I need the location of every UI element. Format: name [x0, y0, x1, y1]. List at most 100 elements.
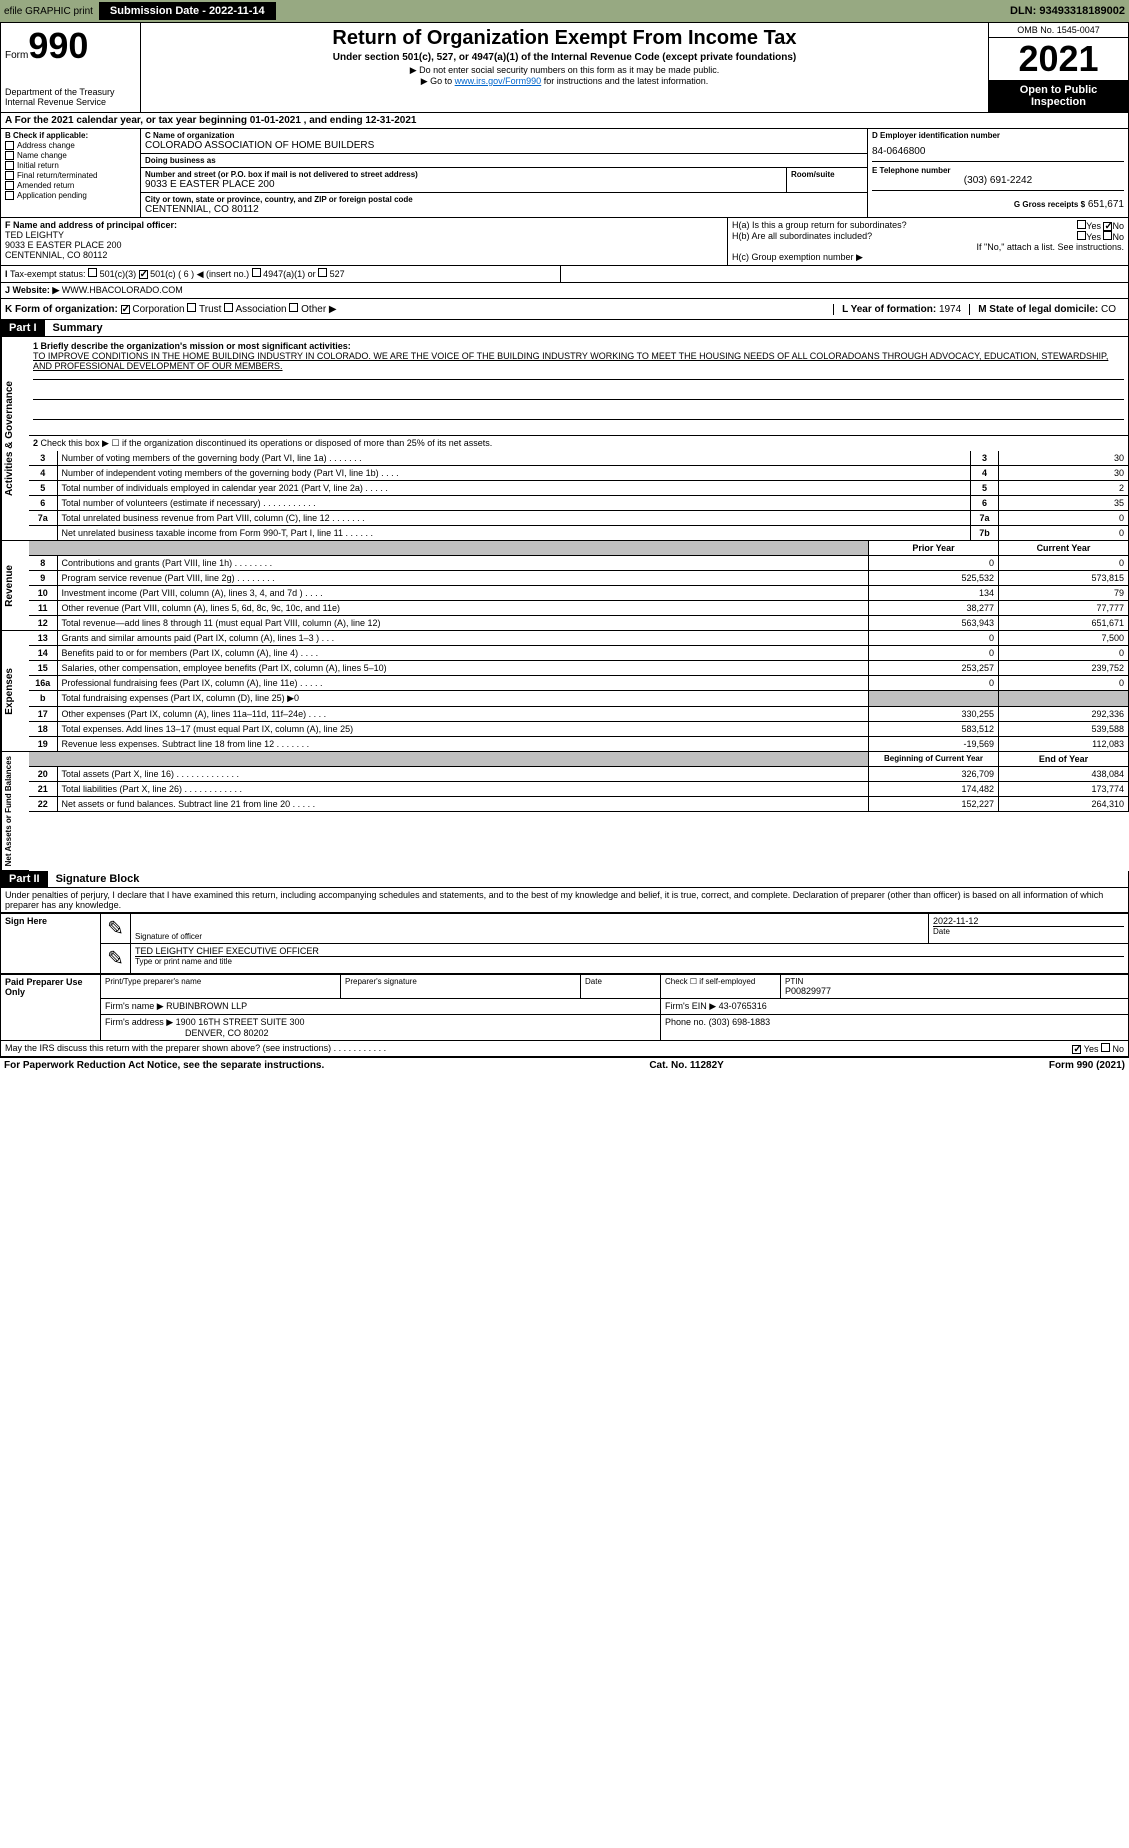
footer-center: Cat. No. 11282Y — [649, 1060, 723, 1071]
penalty-text: Under penalties of perjury, I declare th… — [0, 888, 1129, 913]
part1-body: Activities & Governance 1 Briefly descri… — [0, 337, 1129, 541]
row-ij: I Tax-exempt status: 501(c)(3) 501(c) ( … — [0, 266, 1129, 283]
sign-table: Sign Here ✎ Signature of officer 2022-11… — [0, 913, 1129, 974]
prior-val: -19,569 — [869, 737, 999, 752]
line-num: b — [29, 691, 57, 707]
i-label: Tax-exempt status: — [10, 269, 86, 279]
prior-val: 152,227 — [869, 797, 999, 812]
line-text: Net unrelated business taxable income fr… — [57, 526, 971, 541]
line-text: Grants and similar amounts paid (Part IX… — [57, 631, 869, 646]
firm-addr1: 1900 16TH STREET SUITE 300 — [176, 1017, 305, 1027]
preparer-table: Paid Preparer Use Only Print/Type prepar… — [0, 974, 1129, 1041]
i-cb2[interactable] — [139, 270, 148, 279]
prior-val: 563,943 — [869, 616, 999, 631]
section-fh: F Name and address of principal officer:… — [0, 218, 1129, 266]
line-text: Net assets or fund balances. Subtract li… — [57, 797, 869, 812]
submission-date-btn[interactable]: Submission Date - 2022-11-14 — [99, 2, 276, 20]
cb-initial-label: Initial return — [17, 161, 59, 170]
hb-yes[interactable] — [1077, 231, 1086, 240]
line-text: Number of voting members of the governin… — [57, 451, 971, 466]
line-text: Benefits paid to or for members (Part IX… — [57, 646, 869, 661]
j-label: Website: ▶ — [13, 285, 60, 295]
f-name: TED LEIGHTY — [5, 230, 723, 240]
footer-left: For Paperwork Reduction Act Notice, see … — [4, 1060, 324, 1071]
curr-val: 173,774 — [999, 782, 1129, 797]
line-box: 5 — [971, 481, 999, 496]
curr-val: 79 — [999, 586, 1129, 601]
i-cb4[interactable] — [318, 268, 327, 277]
prior-val: 0 — [869, 556, 999, 571]
prep-date-label: Date — [585, 977, 656, 986]
omb-label: OMB No. 1545-0047 — [989, 23, 1128, 38]
b-header: B Check if applicable: — [5, 131, 136, 140]
line1-box: 1 Briefly describe the organization's mi… — [29, 337, 1129, 436]
f-city: CENTENNIAL, CO 80112 — [5, 250, 723, 260]
k-cb2[interactable] — [187, 303, 196, 312]
line-num: 15 — [29, 661, 57, 676]
k-cb3[interactable] — [224, 303, 233, 312]
k-cb1[interactable] — [121, 305, 130, 314]
mission-text: TO IMPROVE CONDITIONS IN THE HOME BUILDI… — [33, 351, 1124, 371]
irs-link[interactable]: www.irs.gov/Form990 — [455, 76, 542, 86]
i-opt4: 527 — [330, 269, 345, 279]
prior-year-hdr: Prior Year — [869, 541, 999, 556]
curr-val: 539,588 — [999, 722, 1129, 737]
gov-side: Activities & Governance — [1, 337, 29, 541]
line-num: 12 — [29, 616, 57, 631]
cb-final[interactable] — [5, 171, 14, 180]
prior-val: 253,257 — [869, 661, 999, 676]
line-num: 16a — [29, 676, 57, 691]
line2-text: Check this box ▶ ☐ if the organization d… — [41, 438, 493, 448]
cb-address-label: Address change — [17, 141, 75, 150]
i-opt2: 501(c) ( 6 ) ◀ (insert no.) — [150, 269, 249, 279]
print-name-label: Print/Type preparer's name — [105, 977, 336, 986]
sig-officer-label: Signature of officer — [135, 932, 924, 941]
form-title: Return of Organization Exempt From Incom… — [145, 27, 984, 50]
line-num: 19 — [29, 737, 57, 752]
i-opt3: 4947(a)(1) or — [263, 269, 316, 279]
prior-val: 174,482 — [869, 782, 999, 797]
col-j: J Website: ▶ WWW.HBACOLORADO.COM — [1, 283, 1128, 298]
form-subtitle: Under section 501(c), 527, or 4947(a)(1)… — [145, 52, 984, 63]
col-f: F Name and address of principal officer:… — [1, 218, 728, 265]
line-a-text: For the 2021 calendar year, or tax year … — [15, 115, 417, 126]
may-yes[interactable] — [1072, 1045, 1081, 1054]
line-num: 7a — [29, 511, 57, 526]
firm-ein-label: Firm's EIN ▶ — [665, 1001, 716, 1011]
line-num: 11 — [29, 601, 57, 616]
ha-yes[interactable] — [1077, 220, 1086, 229]
note2-pre: ▶ Go to — [421, 76, 455, 86]
tax-year: 2021 — [989, 38, 1128, 80]
cb-pending[interactable] — [5, 191, 14, 200]
i-cb3[interactable] — [252, 268, 261, 277]
line-text: Total unrelated business revenue from Pa… — [57, 511, 971, 526]
may-no[interactable] — [1101, 1043, 1110, 1052]
cb-address[interactable] — [5, 141, 14, 150]
prior-val — [869, 691, 999, 707]
prior-val: 326,709 — [869, 767, 999, 782]
gov-table: 3 Number of voting members of the govern… — [29, 451, 1129, 541]
prior-val: 0 — [869, 631, 999, 646]
line-num: 21 — [29, 782, 57, 797]
hb-note: If "No," attach a list. See instructions… — [732, 242, 1124, 252]
part2-header-row: Part II Signature Block — [0, 871, 1129, 888]
efile-label: efile GRAPHIC print — [4, 6, 93, 17]
prior-val: 0 — [869, 676, 999, 691]
k-cb4[interactable] — [289, 303, 298, 312]
cb-amended[interactable] — [5, 181, 14, 190]
curr-val: 77,777 — [999, 601, 1129, 616]
g-label: G Gross receipts $ — [1014, 200, 1085, 209]
dept-label: Department of the Treasury — [5, 87, 136, 97]
cb-initial[interactable] — [5, 161, 14, 170]
ptin-value: P00829977 — [785, 986, 1124, 996]
check-if-label: Check ☐ if self-employed — [665, 977, 776, 986]
c-street: 9033 E EASTER PLACE 200 — [145, 179, 782, 190]
i-cb1[interactable] — [88, 268, 97, 277]
prior-val: 38,277 — [869, 601, 999, 616]
cb-name[interactable] — [5, 151, 14, 160]
exp-label: Expenses — [2, 664, 17, 719]
part1-title: Summary — [53, 322, 103, 334]
c-name: COLORADO ASSOCIATION OF HOME BUILDERS — [145, 140, 863, 151]
line-text: Total fundraising expenses (Part IX, col… — [57, 691, 869, 707]
line-text: Investment income (Part VIII, column (A)… — [57, 586, 869, 601]
